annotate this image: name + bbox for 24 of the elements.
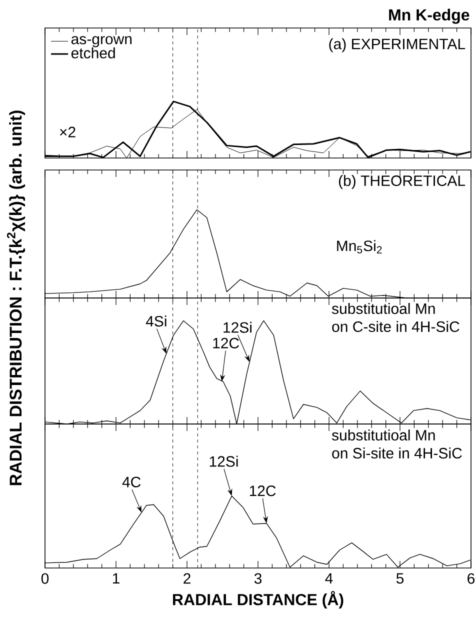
text: Mn$_{5}$Si$_{2}$ (337, 240, 382, 254)
text: (b) THEORETICAL (338, 175, 466, 190)
x-tick-label: 2 (184, 573, 190, 584)
annotation: 12C (250, 486, 276, 496)
legend-label: substitutioal Mn on Si-site in 4H-SiC (332, 430, 462, 459)
y-axis-title: RADIAL DISTRIBUTION : F.T.{k$^{2}$χ(k)} (arb. unit) (6, 110, 26, 486)
legend-label: etched (71, 47, 115, 58)
x-tick-label: 3 (254, 573, 262, 584)
annotation: 4C (122, 476, 141, 488)
annotation: 12Si (210, 456, 238, 467)
annotation: 4Si (146, 316, 166, 327)
x-tick-label: 0 (41, 573, 49, 584)
x-tick-label: 6 (468, 573, 475, 584)
legend-label: substitutioal Mn on C-site in 4H-SiC (332, 302, 460, 332)
x-tick-label: 1 (112, 573, 120, 584)
legend-label: as-grown (71, 36, 132, 48)
annotation: ×2 (60, 126, 76, 138)
annotation: 12C (213, 338, 239, 348)
annotation: 12Si (224, 322, 252, 333)
x-tick-label: 5 (396, 573, 404, 584)
x-axis-title: RADIAL DISTANCE (Å) (173, 591, 344, 608)
text: (a) EXPERIMENTAL (329, 38, 466, 52)
x-tick-label: 4 (325, 573, 333, 584)
chart-title: Mn K-edge (389, 8, 470, 24)
